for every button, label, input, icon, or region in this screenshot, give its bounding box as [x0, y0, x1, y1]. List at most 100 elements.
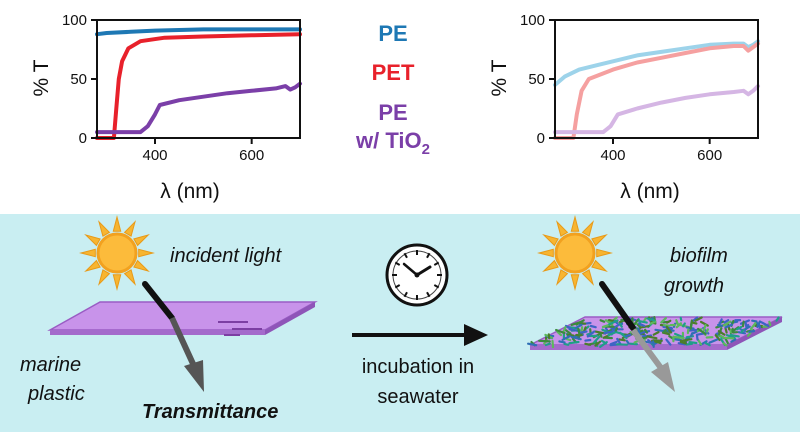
chart2-series-0 [553, 39, 760, 87]
biofilm-strand [651, 340, 655, 348]
biofilm-strand [714, 334, 721, 341]
biofilm-strand [614, 327, 619, 332]
biofilm-strand [681, 322, 686, 328]
biofilm-strand [679, 340, 688, 345]
biofilm-strand [691, 321, 698, 325]
chart2-series-2 [553, 84, 760, 135]
chart1-ytick-label: 50 [70, 71, 87, 88]
biofilm-strand [556, 330, 563, 337]
biofilm-strand [724, 327, 728, 334]
biofilm-strand [704, 342, 711, 347]
biofilm-strand [584, 342, 592, 346]
biofilm-strand [652, 331, 660, 336]
sun-ray [556, 269, 569, 286]
sun-ray [112, 274, 122, 291]
legend-pe-tio2-subscript: 2 [422, 141, 430, 158]
biofilm-strand [748, 329, 756, 333]
sun-ray [591, 259, 608, 272]
biofilm-strand [574, 323, 583, 329]
sun-ray [570, 215, 580, 232]
chart2-xtick-label: 400 [600, 147, 625, 164]
clock-tick [394, 284, 401, 289]
sun-ray [581, 269, 594, 286]
sun-ray [84, 234, 101, 247]
biofilm-strand [575, 319, 585, 326]
biofilm-strand [649, 320, 657, 325]
process-arrowhead [464, 324, 488, 346]
biofilm-strand [730, 338, 737, 343]
biofilm-strand [768, 320, 772, 327]
clock-tick [426, 291, 431, 298]
biofilm-strand [625, 333, 632, 338]
light-beam-incident-fouled [599, 281, 636, 331]
chart2-ytick-label: 0 [537, 130, 545, 147]
biofilm-strand [607, 330, 618, 337]
sun-ray [542, 259, 559, 272]
biofilm-label-line2: growth [664, 275, 724, 297]
biofilm-strand [724, 337, 729, 345]
light-beam-transmitted-fouled [630, 328, 664, 370]
biofilm-strand [702, 324, 707, 332]
biofilm-strand [673, 332, 685, 339]
chart1-series-2 [95, 81, 302, 135]
biofilm-label-line1: biofilm [670, 245, 728, 267]
biofilm-strand [538, 339, 551, 343]
marine-plastic-label-line2: plastic [27, 383, 85, 405]
biofilm-strand [759, 320, 770, 328]
chart1-ytick-label: 0 [79, 130, 87, 147]
biofilm-strand [685, 335, 695, 339]
clock-icon [385, 243, 449, 307]
biofilm-strand [672, 335, 685, 340]
biofilm-strand [544, 342, 551, 347]
chart1-series-0 [95, 27, 302, 37]
transmittance-label: Transmittance [142, 401, 278, 423]
biofilm-strand [603, 330, 614, 335]
biofilm-strand [614, 323, 620, 328]
biofilm-strand [643, 317, 647, 322]
biofilm-strand [584, 338, 592, 342]
biofilm-strand [724, 323, 734, 329]
biofilm-strand [775, 316, 780, 322]
biofilm-strand [566, 333, 575, 337]
biofilm-strand [629, 342, 639, 346]
sun-ray [138, 248, 155, 258]
biofilm-strand [564, 324, 575, 332]
incubation-label-line2: seawater [377, 386, 458, 408]
biofilm-strand [639, 330, 651, 335]
biofilm-strand [593, 335, 601, 344]
biofilm-strand [689, 332, 694, 337]
biofilm-strand [625, 339, 630, 345]
sun-ray [570, 274, 580, 291]
clock-tick [403, 291, 408, 298]
biofilm-strand [688, 341, 698, 345]
biofilm-strand [579, 330, 588, 334]
sun-ray [98, 220, 111, 237]
sun-icon [79, 215, 155, 291]
biofilm-strand [561, 335, 571, 341]
sun-ray [581, 220, 594, 237]
biofilm-strand [646, 317, 656, 322]
biofilm-strand [594, 340, 602, 347]
legend-pe: PE [378, 21, 407, 46]
chart1-ytick-label: 100 [62, 12, 87, 29]
biofilm-strand [660, 317, 668, 324]
incident-scene: incident light marine plastic Transmitta… [20, 215, 318, 423]
clock-tick [433, 261, 440, 266]
chart2-xtick-label: 600 [697, 147, 722, 164]
biofilm-strand [599, 341, 608, 348]
fouled-plastic-sheet-edge [530, 345, 727, 350]
chart-after-incubation: % T λ (nm) 0 50 100 400 600 [488, 12, 760, 203]
biofilm-strand [565, 337, 572, 342]
biofilm-strand [604, 327, 609, 332]
biofilm-strand [722, 336, 735, 340]
biofilm-strand [579, 322, 587, 325]
chart2-frame [554, 19, 759, 139]
sun-ray [556, 220, 569, 237]
biofilm-strand [632, 319, 639, 327]
clock-tick [426, 252, 431, 259]
sun-ray [542, 234, 559, 247]
biofilm-strand [616, 337, 622, 346]
biofilm-strand [699, 320, 709, 327]
